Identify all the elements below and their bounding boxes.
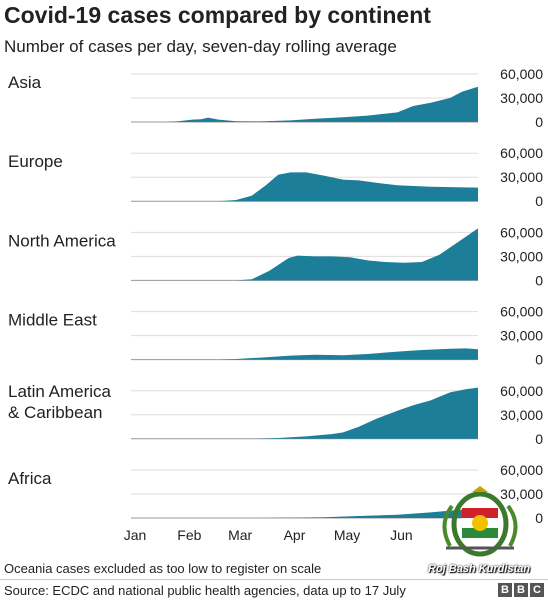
x-tick-label: Jan	[124, 527, 147, 543]
x-tick-label: Jun	[390, 527, 413, 543]
footnote: Oceania cases excluded as too low to reg…	[4, 561, 322, 576]
y-tick-label: 30,000	[500, 328, 543, 344]
series-area	[131, 86, 478, 122]
bbc-logo-letter: C	[530, 583, 544, 597]
series-area	[131, 348, 478, 360]
series-label-line: Europe	[8, 152, 63, 171]
series-label-line: North America	[8, 231, 116, 250]
y-tick-label: 0	[535, 431, 543, 447]
y-tick-label: 60,000	[500, 66, 543, 82]
source-text: Source: ECDC and national public health …	[4, 583, 406, 598]
series-label-line: Latin America	[8, 382, 112, 401]
series-label: Europe	[8, 152, 63, 171]
series-label: Africa	[8, 469, 52, 488]
bbc-logo-letter: B	[498, 583, 512, 597]
series-area	[131, 172, 478, 202]
y-tick-label: 30,000	[500, 407, 543, 423]
chart-subtitle: Number of cases per day, seven-day rolli…	[4, 37, 397, 56]
series-area	[131, 387, 478, 439]
series-label-line: Africa	[8, 469, 52, 488]
kurdistan-emblem-icon	[442, 486, 518, 557]
series-label: Latin America & Caribbean	[8, 382, 112, 422]
series-area	[131, 228, 478, 281]
y-tick-label: 60,000	[500, 383, 543, 399]
bbc-logo: B B C	[498, 583, 544, 597]
y-tick-label: 0	[535, 114, 543, 130]
series-area	[131, 508, 478, 518]
series-label: Asia	[8, 73, 42, 92]
x-tick-label: Feb	[177, 527, 201, 543]
y-tick-label: 60,000	[500, 304, 543, 320]
bbc-logo-letter: B	[514, 583, 528, 597]
y-tick-label: 60,000	[500, 462, 543, 478]
x-tick-label: Mar	[228, 527, 252, 543]
small-multiples-chart: 0 30,000 60,000 Asia 0 30,000 60,000 Europe 0 30,…	[8, 66, 543, 543]
chart-title: Covid-19 cases compared by continent	[4, 2, 431, 28]
y-tick-label: 0	[535, 193, 543, 209]
x-tick-label: Apr	[284, 527, 306, 543]
y-tick-label: 30,000	[500, 486, 543, 502]
y-tick-label: 30,000	[500, 169, 543, 185]
series-label-line: Asia	[8, 73, 42, 92]
y-tick-label: 0	[535, 272, 543, 288]
footer-divider	[0, 579, 548, 580]
series-label-line: Middle East	[8, 311, 97, 330]
series-label-line: & Caribbean	[8, 403, 103, 422]
y-tick-label: 60,000	[500, 145, 543, 161]
y-tick-label: 0	[535, 510, 543, 526]
series-label: North America	[8, 231, 116, 250]
watermark-text: Roj Bash Kurdistan	[428, 563, 531, 575]
y-tick-label: 30,000	[500, 90, 543, 106]
y-tick-label: 30,000	[500, 248, 543, 264]
y-tick-label: 0	[535, 352, 543, 368]
y-tick-label: 60,000	[500, 224, 543, 240]
series-label: Middle East	[8, 311, 97, 330]
x-tick-label: May	[334, 527, 360, 543]
